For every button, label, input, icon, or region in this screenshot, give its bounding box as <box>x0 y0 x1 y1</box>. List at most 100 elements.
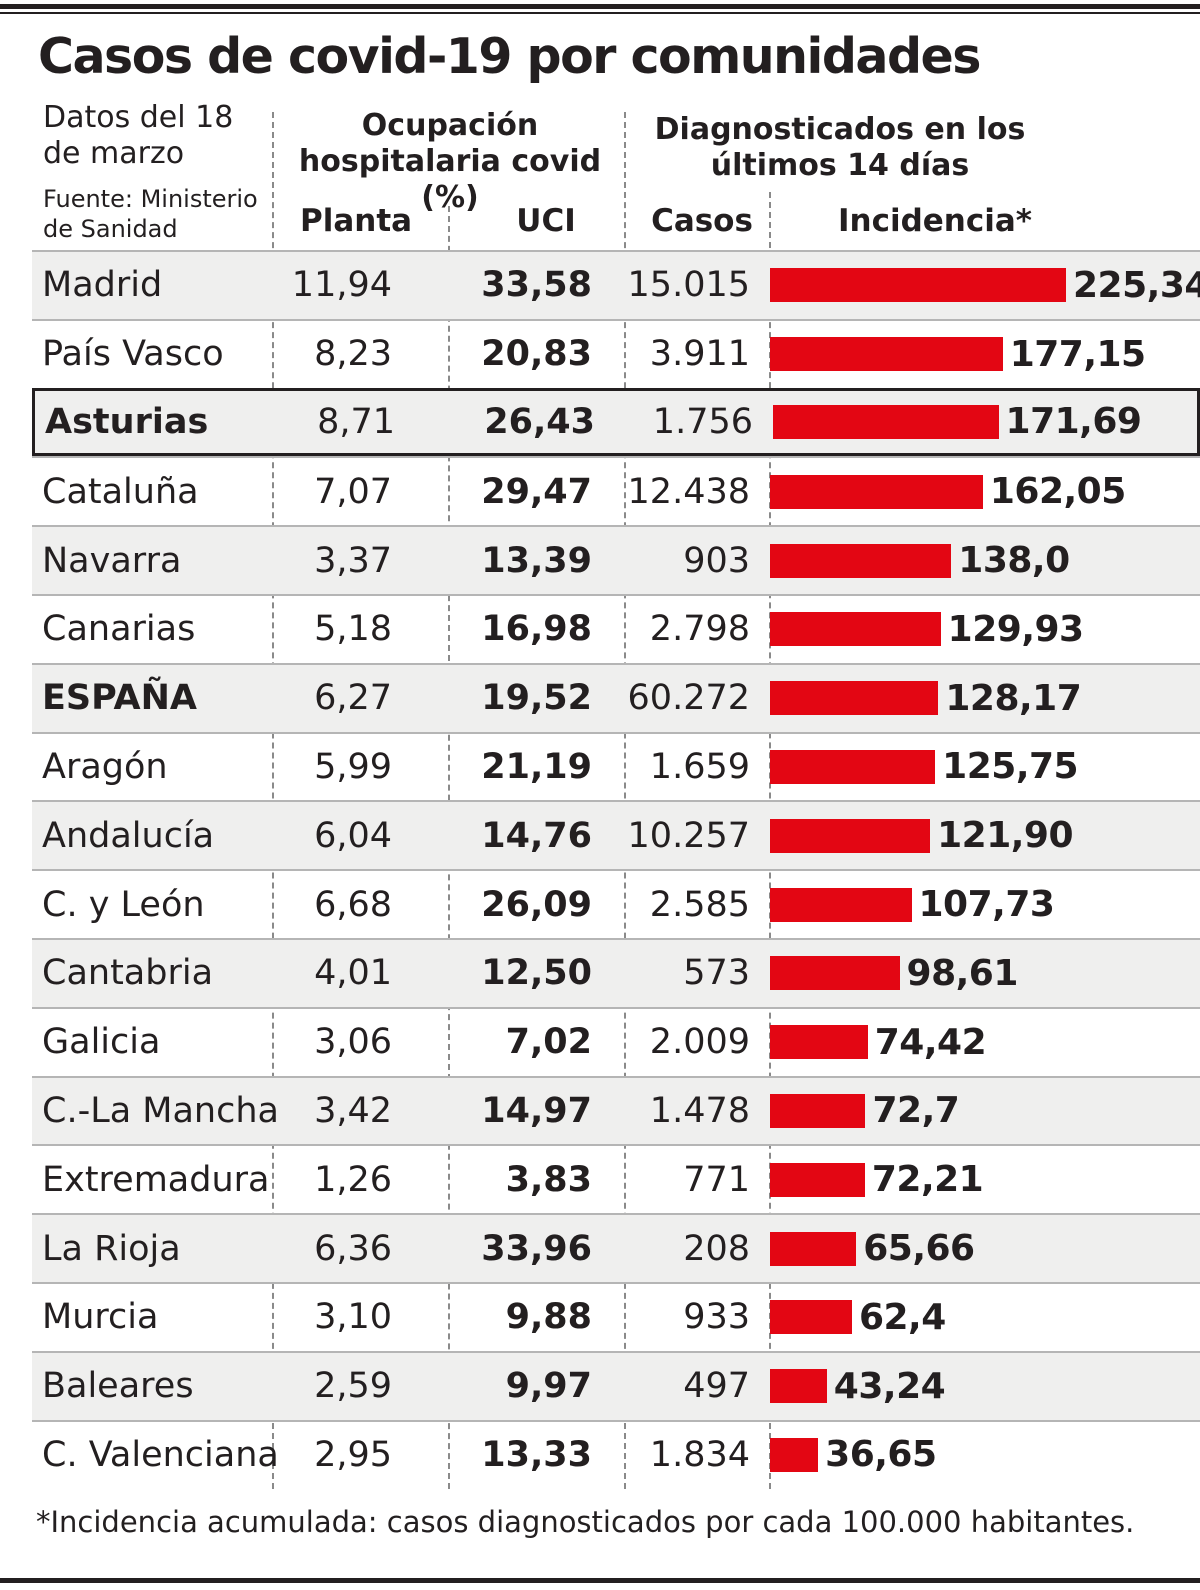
incidence-bar <box>770 1231 857 1266</box>
casos-value: 771 <box>683 1159 750 1200</box>
casos-value: 2.798 <box>649 609 750 650</box>
uci-value: 20,83 <box>481 334 592 375</box>
casos-value: 1.478 <box>649 1090 750 1131</box>
table-row: Galicia 3,06 7,02 2.009 74,42 <box>32 1006 1200 1076</box>
uci-value: 13,33 <box>481 1434 592 1475</box>
region-name: Murcia <box>42 1297 159 1338</box>
top-rule <box>0 4 1200 9</box>
uci-value: 9,97 <box>505 1366 592 1407</box>
planta-value: 7,07 <box>314 471 392 512</box>
table-row: C. y León 6,68 26,09 2.585 107,73 <box>32 869 1200 938</box>
casos-value: 12.438 <box>627 471 750 512</box>
casos-value: 60.272 <box>627 678 750 719</box>
region-name: Galicia <box>42 1022 161 1063</box>
column-header-planta: Planta <box>300 203 413 239</box>
region-name: Extremadura <box>42 1159 270 1200</box>
planta-value: 5,99 <box>314 746 392 787</box>
uci-value: 9,88 <box>505 1297 592 1338</box>
table-row: Canarias 5,18 16,98 2.798 129,93 <box>32 593 1200 663</box>
uci-value: 16,98 <box>481 609 592 650</box>
incidence-label: 72,21 <box>871 1159 984 1201</box>
incidence-bar <box>770 681 939 716</box>
footnote: *Incidencia acumulada: casos diagnostica… <box>36 1505 1135 1539</box>
incidence-bar-group: 128,17 <box>770 665 1200 732</box>
table-row: Navarra 3,37 13,39 903 138,0 <box>32 525 1200 594</box>
incidence-label: 162,05 <box>989 471 1126 513</box>
planta-value: 3,37 <box>314 540 392 581</box>
region-name: Cantabria <box>42 953 214 994</box>
region-name: Aragón <box>42 746 168 787</box>
incidence-label: 62,4 <box>858 1296 946 1338</box>
incidence-bar <box>770 337 1003 372</box>
planta-value: 2,59 <box>314 1366 392 1407</box>
casos-value: 10.257 <box>627 815 750 856</box>
incidence-label: 107,73 <box>918 884 1055 926</box>
top-rule-thin <box>0 12 1200 14</box>
planta-value: 6,36 <box>314 1228 392 1269</box>
planta-value: 6,04 <box>314 815 392 856</box>
uci-value: 26,43 <box>484 401 595 442</box>
incidence-bar <box>770 956 900 991</box>
planta-value: 6,27 <box>314 678 392 719</box>
incidence-label: 177,15 <box>1009 333 1146 375</box>
region-name: C. Valenciana <box>42 1434 279 1475</box>
uci-value: 33,58 <box>481 265 592 306</box>
casos-value: 1.659 <box>649 746 750 787</box>
uci-value: 21,19 <box>481 746 592 787</box>
incidence-bar-group: 121,90 <box>770 802 1200 869</box>
bottom-rule <box>0 1578 1200 1583</box>
chart-title: Casos de covid-19 por comunidades <box>38 28 981 85</box>
uci-value: 26,09 <box>481 884 592 925</box>
incidence-label: 171,69 <box>1005 401 1142 443</box>
region-name: Canarias <box>42 609 196 650</box>
incidence-label: 74,42 <box>874 1021 987 1063</box>
incidence-bar-group: 129,93 <box>770 596 1200 663</box>
uci-value: 12,50 <box>481 953 592 994</box>
incidence-bar-group: 98,61 <box>770 940 1200 1007</box>
table-row: La Rioja 6,36 33,96 208 65,66 <box>32 1213 1200 1282</box>
region-name: Andalucía <box>42 815 215 856</box>
planta-value: 8,71 <box>317 401 395 442</box>
uci-value: 7,02 <box>505 1022 592 1063</box>
incidence-bar <box>770 1437 819 1472</box>
group-header-hospital: Ocupación hospitalaria covid (%) <box>298 108 602 215</box>
incidence-bar <box>770 749 936 784</box>
incidence-bar <box>770 543 952 578</box>
planta-value: 3,06 <box>314 1022 392 1063</box>
region-name: Cataluña <box>42 471 199 512</box>
table-row: Baleares 2,59 9,97 497 43,24 <box>32 1350 1200 1420</box>
casos-value: 1.756 <box>652 401 753 442</box>
incidence-bar <box>770 887 912 922</box>
casos-value: 2.009 <box>649 1022 750 1063</box>
planta-value: 4,01 <box>314 953 392 994</box>
incidence-bar-group: 125,75 <box>770 734 1200 801</box>
incidence-bar <box>770 268 1066 303</box>
incidence-label: 138,0 <box>958 540 1070 582</box>
incidence-label: 225,34 <box>1073 264 1200 306</box>
planta-value: 3,42 <box>314 1090 392 1131</box>
uci-value: 14,76 <box>481 815 592 856</box>
table-row: ESPAÑA 6,27 19,52 60.272 128,17 <box>32 662 1200 732</box>
incidence-label: 121,90 <box>937 815 1074 857</box>
region-name: Asturias <box>45 401 209 442</box>
table-row: Cantabria 4,01 12,50 573 98,61 <box>32 937 1200 1007</box>
incidence-bar-group: 65,66 <box>770 1215 1200 1282</box>
table-row: Aragón 5,99 21,19 1.659 125,75 <box>32 731 1200 801</box>
source-label: Fuente: Ministerio de Sanidad <box>43 185 258 243</box>
incidence-label: 72,7 <box>872 1090 960 1132</box>
incidence-bar-group: 177,15 <box>770 321 1200 388</box>
casos-value: 208 <box>683 1228 750 1269</box>
table-row: Murcia 3,10 9,88 933 62,4 <box>32 1281 1200 1351</box>
column-header-incidencia: Incidencia* <box>837 203 1033 239</box>
incidence-bar-group: 107,73 <box>770 871 1200 938</box>
uci-value: 14,97 <box>481 1090 592 1131</box>
casos-value: 933 <box>683 1297 750 1338</box>
casos-value: 573 <box>683 953 750 994</box>
incidence-bar-group: 74,42 <box>770 1009 1200 1076</box>
uci-value: 29,47 <box>481 471 592 512</box>
planta-value: 6,68 <box>314 884 392 925</box>
column-header-casos: Casos <box>651 203 753 239</box>
planta-value: 8,23 <box>314 334 392 375</box>
incidence-label: 98,61 <box>906 952 1019 994</box>
incidence-bar <box>770 818 931 853</box>
